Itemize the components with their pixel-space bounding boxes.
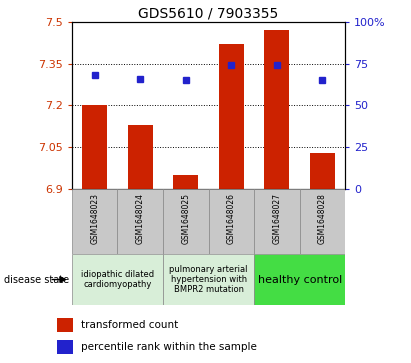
Text: GSM1648025: GSM1648025 [181, 193, 190, 244]
Bar [163, 189, 209, 254]
Bar [82, 105, 107, 189]
Bar [57, 318, 74, 332]
Bar [118, 189, 163, 254]
Bar [310, 152, 335, 189]
Bar [300, 189, 345, 254]
Bar [219, 44, 244, 189]
Text: GSM1648028: GSM1648028 [318, 193, 327, 244]
Bar [163, 254, 254, 305]
Text: GSM1648023: GSM1648023 [90, 193, 99, 244]
Text: idiopathic dilated
cardiomyopathy: idiopathic dilated cardiomyopathy [81, 270, 154, 289]
Bar [254, 254, 345, 305]
Bar [72, 189, 118, 254]
Text: transformed count: transformed count [81, 320, 178, 330]
Bar [209, 189, 254, 254]
Text: percentile rank within the sample: percentile rank within the sample [81, 342, 256, 352]
Text: healthy control: healthy control [258, 274, 342, 285]
Bar [72, 254, 163, 305]
Text: GSM1648027: GSM1648027 [272, 193, 282, 244]
Text: disease state: disease state [4, 274, 69, 285]
Text: GSM1648024: GSM1648024 [136, 193, 145, 244]
Bar [57, 339, 74, 354]
Bar [254, 189, 300, 254]
Bar [264, 30, 289, 189]
Title: GDS5610 / 7903355: GDS5610 / 7903355 [139, 7, 279, 21]
Bar [128, 125, 153, 189]
Text: pulmonary arterial
hypertension with
BMPR2 mutation: pulmonary arterial hypertension with BMP… [169, 265, 248, 294]
Text: GSM1648026: GSM1648026 [227, 193, 236, 244]
Bar [173, 175, 199, 189]
